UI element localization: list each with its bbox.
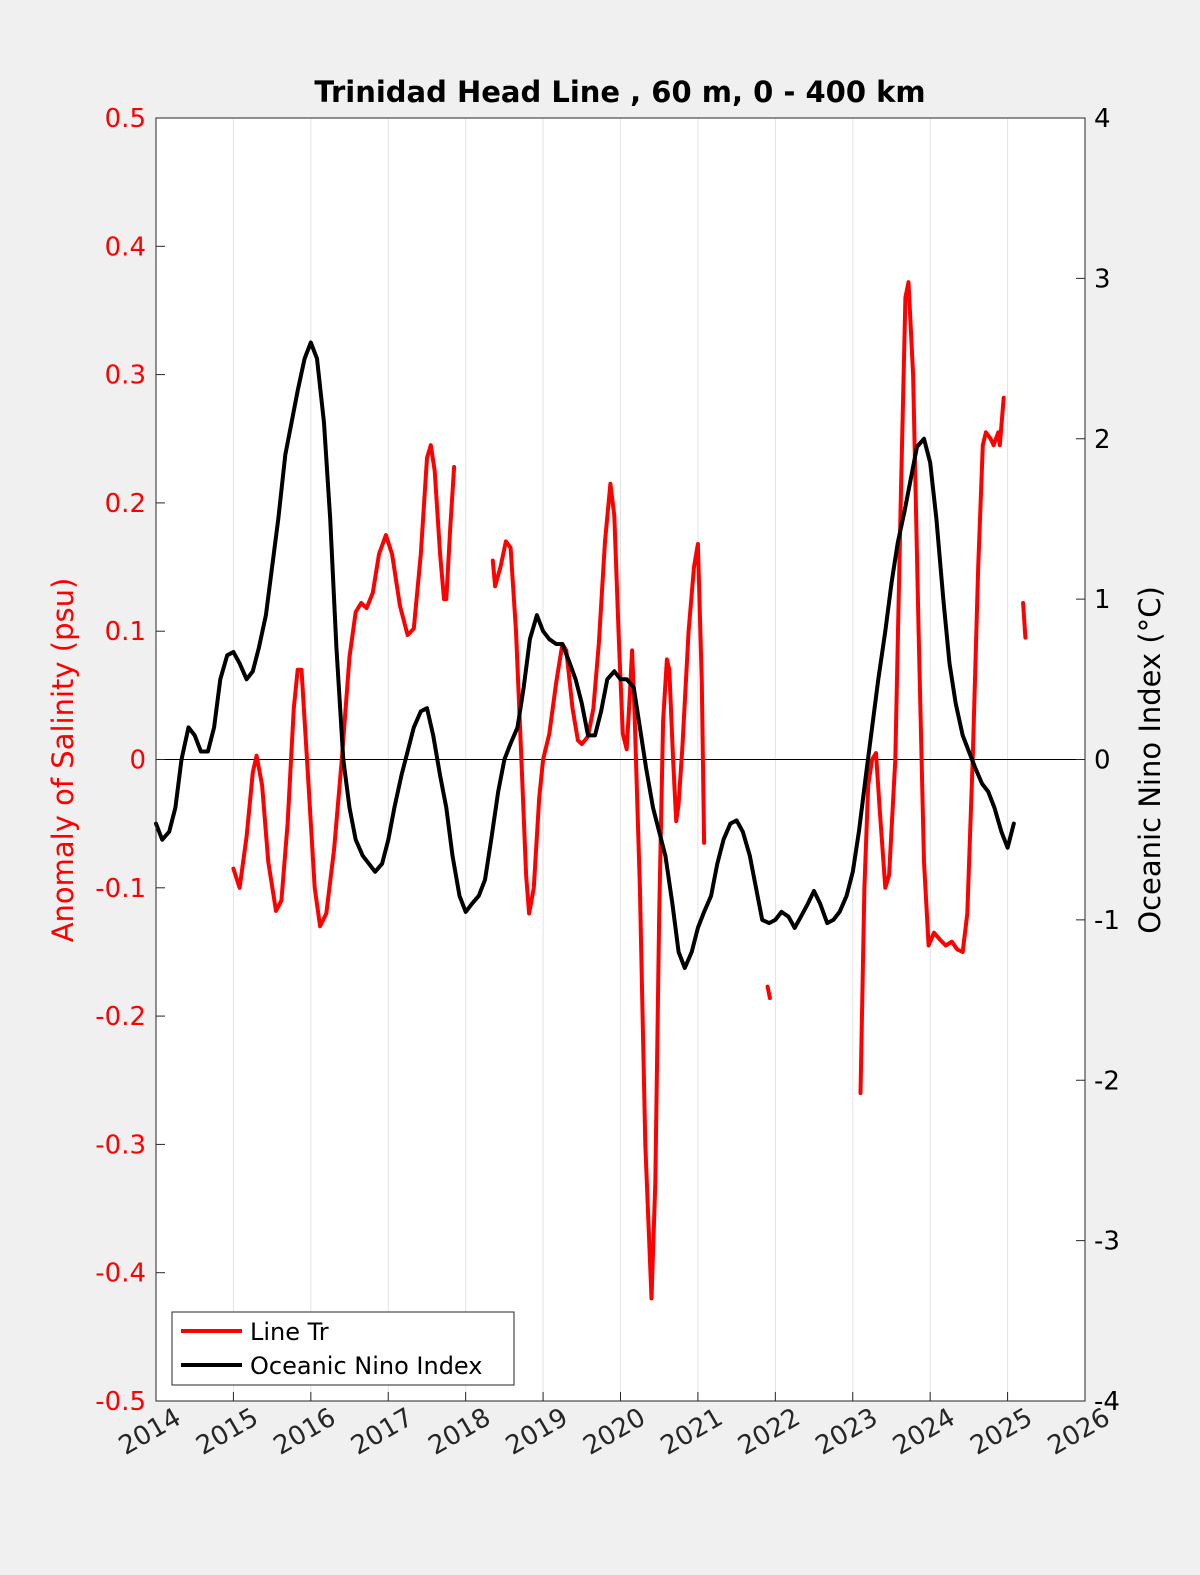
legend-label-line-tr: Line Tr (250, 1318, 329, 1346)
series-layer (154, 280, 1028, 1301)
legend-box (171, 1311, 515, 1386)
right-axis: -4 -3 -2 -1 0 1 2 3 4 (1076, 104, 1120, 1417)
y-right-tick-label: -1 (1094, 906, 1120, 936)
y-left-tick-label: -0.1 (95, 874, 146, 904)
y-left-tick-label: 0 (129, 746, 146, 776)
series-line-line-tr (765, 984, 772, 1001)
y-left-tick-label: -0.4 (95, 1259, 146, 1289)
y-left-tick-label: -0.5 (95, 1387, 146, 1417)
y-axis-right-label: Oceanic Nino Index (°C) (1133, 586, 1167, 934)
chart-title: Trinidad Head Line , 60 m, 0 - 400 km (314, 75, 925, 109)
series-line-line-tr (858, 280, 1006, 1096)
y-right-tick-label: 1 (1094, 585, 1111, 615)
y-right-tick-label: -4 (1094, 1387, 1120, 1417)
y-right-tick-label: 2 (1094, 425, 1111, 455)
y-left-tick-label: 0.3 (105, 361, 146, 391)
series-line-line-tr (490, 481, 707, 1301)
series-line-line-tr (1021, 601, 1028, 640)
series-line-oceanic-nino-index (154, 340, 1016, 970)
y-right-tick-label: -2 (1094, 1066, 1120, 1096)
legend-label-oni: Oceanic Nino Index (250, 1352, 482, 1380)
y-right-tick-label: 4 (1094, 104, 1111, 134)
y-left-tick-label: -0.3 (95, 1130, 146, 1160)
y-right-tick-label: -3 (1094, 1227, 1120, 1257)
legend: Line Tr Oceanic Nino Index (171, 1311, 515, 1386)
y-left-tick-label: 0.5 (105, 104, 146, 134)
y-left-tick-label: -0.2 (95, 1002, 146, 1032)
y-left-tick-label: 0.2 (105, 489, 146, 519)
series-line-line-tr (231, 443, 457, 929)
y-right-tick-label: 3 (1094, 264, 1111, 294)
y-left-tick-label: 0.4 (105, 232, 146, 262)
y-axis-left-label: Anomaly of Salinity (psu) (46, 578, 80, 943)
y-left-tick-label: 0.1 (105, 617, 146, 647)
y-right-tick-label: 0 (1094, 746, 1111, 776)
left-axis: -0.5 -0.4 -0.3 -0.2 -0.1 0 0.1 0.2 0.3 0.4 0.5 (95, 104, 165, 1417)
